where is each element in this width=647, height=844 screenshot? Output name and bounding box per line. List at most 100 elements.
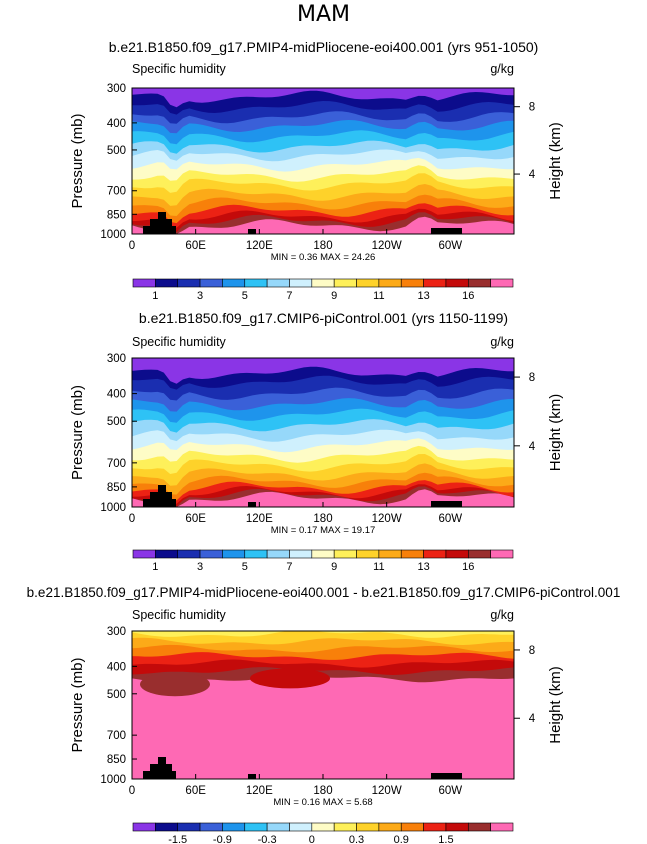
y-right-axis-label: Height (km) — [547, 122, 564, 200]
y-tick-label: 500 — [107, 689, 126, 701]
colorbar-label: 13 — [417, 561, 429, 573]
y-tick-label: 700 — [107, 730, 126, 742]
panel-2: b.e21.B1850.f09_g17.CMIP6-piControl.001 … — [69, 310, 564, 573]
colorbar-label: 13 — [417, 290, 429, 302]
colorbar-label: 5 — [242, 290, 248, 302]
x-tick-label: 180 — [313, 240, 332, 252]
y-tick-label: 1000 — [100, 774, 126, 786]
topography-mask — [431, 228, 462, 234]
contour-band — [132, 88, 514, 108]
colorbar-swatch — [289, 822, 313, 832]
x-tick-label: 60W — [439, 240, 463, 252]
topography-mask — [248, 774, 256, 779]
right-tick-label: 8 — [529, 372, 535, 384]
page-title: MAM — [296, 2, 350, 27]
colorbar-swatch — [244, 278, 268, 288]
y-tick-label: 500 — [107, 145, 126, 157]
stats-label: MIN = 0.16 MAX = 5.68 — [273, 797, 372, 808]
x-tick-label: 120W — [372, 513, 402, 525]
colorbar-swatch — [333, 278, 357, 288]
colorbar-swatch — [445, 549, 469, 559]
y-tick-label: 300 — [107, 353, 126, 365]
colorbar-label: 7 — [286, 561, 292, 573]
colorbar-swatch — [222, 278, 246, 288]
colorbar-label: -0.3 — [258, 834, 277, 844]
units-label: g/kg — [490, 335, 514, 349]
colorbar-swatch — [155, 278, 179, 288]
right-tick-label: 8 — [529, 645, 535, 657]
colorbar-swatch — [378, 549, 402, 559]
colorbar-swatch — [132, 549, 156, 559]
y-right-axis-label: Height (km) — [547, 666, 564, 744]
y-tick-label: 850 — [107, 482, 126, 494]
y-tick-label: 300 — [107, 83, 126, 95]
colorbar-swatch — [155, 822, 179, 832]
y-tick-label: 400 — [107, 389, 126, 401]
colorbar-swatch — [266, 822, 290, 832]
y-tick-label: 850 — [107, 754, 126, 766]
x-tick-label: 120W — [372, 785, 402, 797]
colorbar-label: 9 — [331, 561, 337, 573]
y-axis-label: Pressure (mb) — [69, 385, 86, 480]
y-tick-label: 300 — [107, 626, 126, 638]
colorbar-label: 1.5 — [438, 834, 453, 844]
colorbar-swatch — [356, 822, 380, 832]
panel-title: b.e21.B1850.f09_g17.PMIP4-midPliocene-eo… — [27, 585, 621, 600]
colorbar-label: 3 — [197, 561, 203, 573]
y-tick-label: 400 — [107, 661, 126, 673]
stats-label: MIN = 0.36 MAX = 24.26 — [271, 252, 376, 263]
x-tick-label: 180 — [313, 785, 332, 797]
colorbar-label: 3 — [197, 290, 203, 302]
y-axis-label: Pressure (mb) — [69, 113, 86, 208]
colorbar-swatch — [467, 822, 491, 832]
units-label: g/kg — [490, 608, 514, 622]
colorbar-swatch — [177, 549, 201, 559]
colorbar-label: 1 — [152, 561, 158, 573]
colorbar-label: 11 — [373, 290, 384, 302]
colorbar-label: 11 — [373, 561, 384, 573]
colorbar-swatch — [400, 822, 424, 832]
colorbar-swatch — [356, 278, 380, 288]
variable-label: Specific humidity — [132, 62, 227, 76]
panel-3: b.e21.B1850.f09_g17.PMIP4-midPliocene-eo… — [27, 585, 621, 844]
colorbar-swatch — [445, 278, 469, 288]
colorbar-label: -1.5 — [168, 834, 187, 844]
colorbar-label: 5 — [242, 561, 248, 573]
colorbar-swatch — [199, 822, 223, 832]
colorbar-swatch — [467, 549, 491, 559]
topography-mask — [431, 501, 462, 507]
topography-mask — [143, 212, 176, 234]
colorbar-label: -0.9 — [213, 834, 232, 844]
colorbar-swatch — [423, 549, 447, 559]
right-tick-label: 4 — [529, 169, 536, 181]
y-tick-label: 400 — [107, 118, 126, 130]
colorbar-swatch — [132, 822, 156, 832]
x-tick-label: 120E — [246, 785, 273, 797]
colorbar-swatch — [222, 549, 246, 559]
topography-mask — [431, 773, 462, 779]
x-tick-label: 60W — [439, 513, 463, 525]
contour-band — [250, 668, 330, 689]
topography-mask — [143, 757, 176, 779]
y-tick-label: 700 — [107, 458, 126, 470]
colorbar-swatch — [467, 278, 491, 288]
colorbar-label: 16 — [462, 561, 474, 573]
colorbar-swatch — [378, 822, 402, 832]
colorbar-swatch — [311, 278, 335, 288]
right-tick-label: 4 — [529, 713, 536, 725]
x-tick-label: 0 — [129, 513, 135, 525]
colorbar-swatch — [311, 549, 335, 559]
contour-band — [132, 358, 514, 384]
x-tick-label: 120W — [372, 240, 402, 252]
colorbar-label: 1 — [152, 290, 158, 302]
y-tick-label: 1000 — [100, 229, 126, 241]
colorbar-label: 0.9 — [394, 834, 409, 844]
colorbar-swatch — [244, 549, 268, 559]
colorbar-swatch — [445, 822, 469, 832]
colorbar-swatch — [155, 549, 179, 559]
colorbar-swatch — [132, 278, 156, 288]
colorbar-swatch — [266, 549, 290, 559]
colorbar-label: 7 — [286, 290, 292, 302]
colorbar-label: 9 — [331, 290, 337, 302]
